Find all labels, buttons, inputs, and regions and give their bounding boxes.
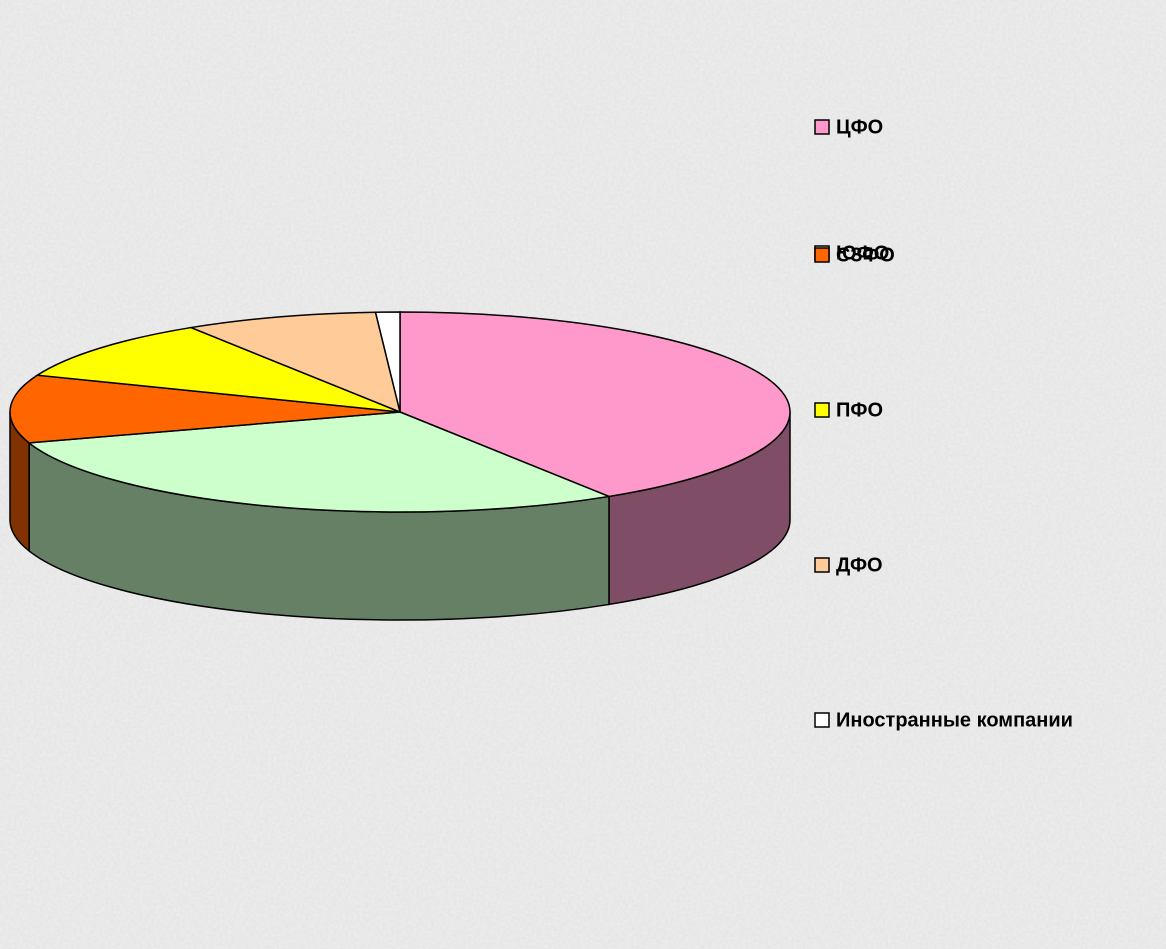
legend-label: ДФО [836, 554, 883, 576]
legend-label: Иностранные компании [836, 709, 1073, 731]
slice [374, 311, 401, 413]
legend-swatch [814, 119, 830, 135]
legend-label: ЦФО [836, 116, 883, 138]
legend-label: ЮФО [836, 242, 889, 264]
slice [27, 411, 612, 513]
legend-label: ПФО [836, 399, 883, 421]
legend-swatch [814, 247, 830, 263]
slice [9, 374, 401, 444]
slice [399, 311, 791, 498]
legend-swatch [814, 712, 830, 728]
pie [9, 311, 791, 621]
legend-label: СЗФО [836, 244, 895, 266]
slice [188, 311, 402, 414]
legend-swatch [814, 402, 830, 418]
legend-swatch [814, 557, 830, 573]
slice [35, 326, 401, 413]
